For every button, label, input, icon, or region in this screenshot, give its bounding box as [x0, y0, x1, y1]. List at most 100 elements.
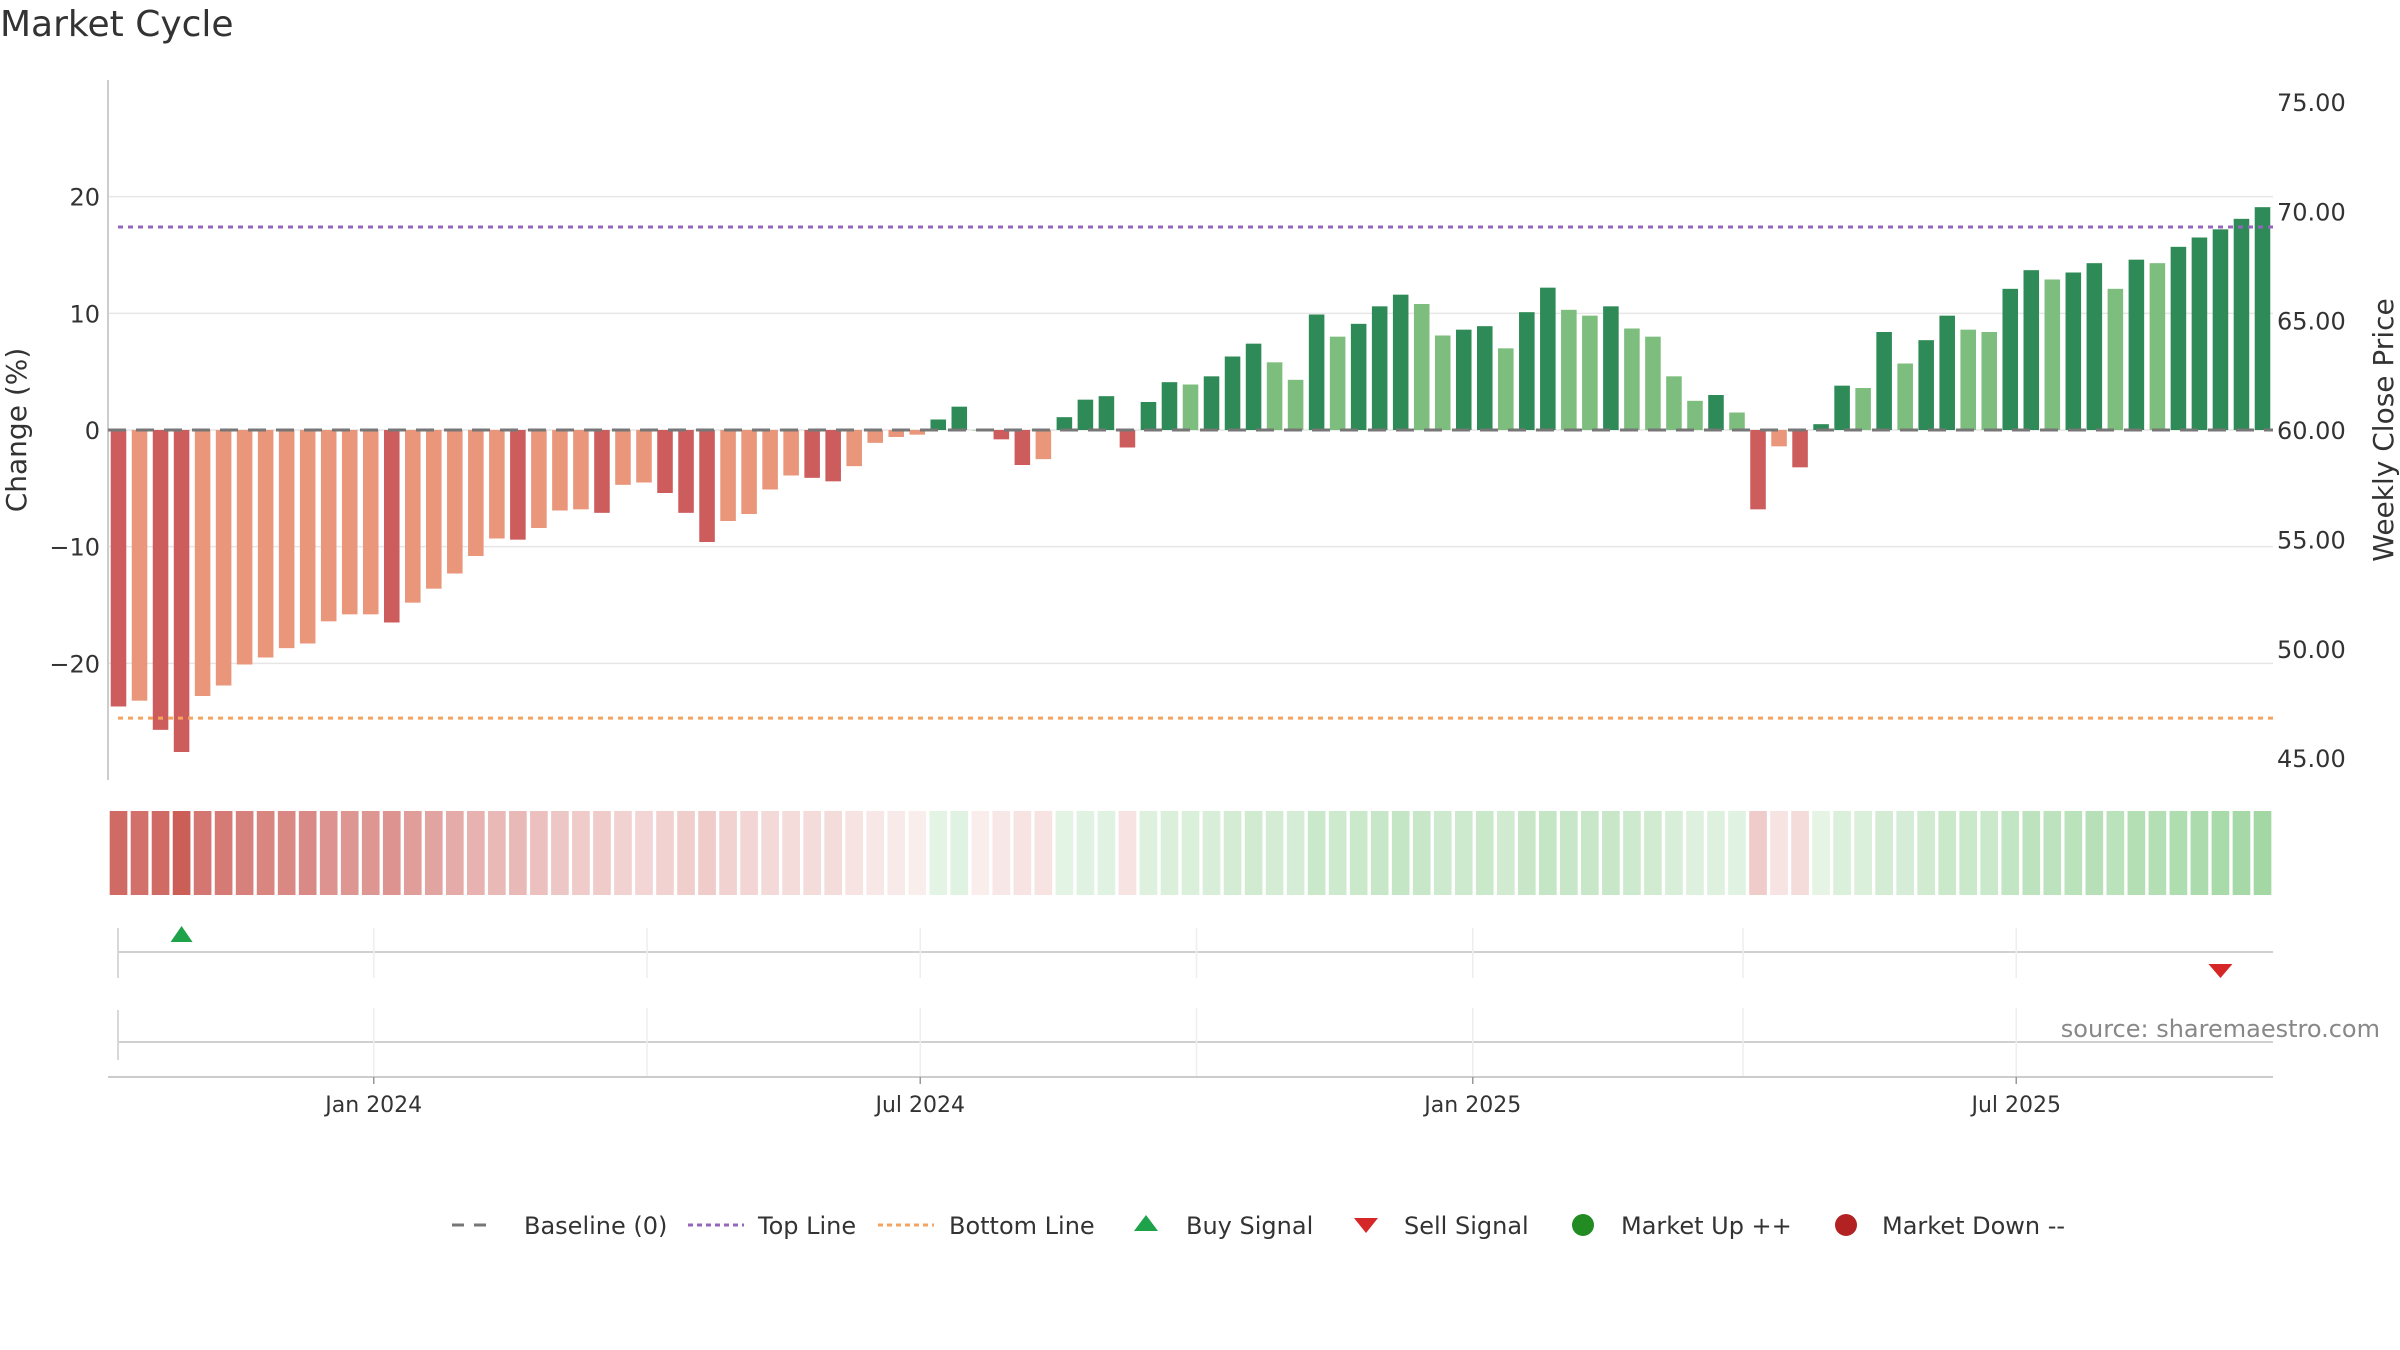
legend-market-down-swatch [1835, 1214, 1857, 1236]
heat-cell [1496, 811, 1515, 895]
legend-label: Buy Signal [1186, 1212, 1313, 1240]
heat-cell [1034, 811, 1053, 895]
buy-signal-marker [170, 926, 193, 942]
heat-cell [2085, 811, 2104, 895]
heat-cell [1202, 811, 1221, 895]
heat-cell [719, 811, 737, 895]
change-bar [2191, 237, 2208, 430]
legend-sell-swatch [1354, 1218, 1378, 1233]
legend-market-up-swatch [1572, 1214, 1594, 1236]
change-bar [2086, 263, 2103, 430]
change-bar [1918, 340, 1934, 430]
heat-cell [2190, 811, 2209, 895]
heat-cell [1980, 811, 1999, 895]
heat-cell [971, 811, 990, 895]
heat-cell [151, 811, 170, 895]
change-bar [1498, 348, 1514, 430]
heat-cell [1602, 811, 1620, 895]
heat-cell [761, 811, 779, 895]
heat-cell [1055, 811, 1074, 895]
heat-cell [2106, 811, 2125, 895]
heat-cell [698, 811, 716, 895]
change-bar [720, 430, 736, 521]
heat-cell [887, 811, 906, 895]
heat-cell [256, 811, 275, 895]
change-bar [1645, 336, 1661, 430]
change-bar [1939, 315, 1955, 430]
heat-cell [845, 811, 864, 895]
left-tick-label: −20 [49, 650, 100, 678]
x-tick-label: Jan 2024 [323, 1093, 422, 1118]
heat-cell [551, 811, 569, 895]
change-bar [1182, 384, 1199, 430]
x-tick-label: Jul 2025 [1969, 1093, 2061, 1118]
heat-cell [130, 811, 149, 895]
change-bar [2065, 272, 2082, 430]
heat-cell [488, 811, 506, 895]
heat-cell [2211, 811, 2230, 895]
change-bar [909, 430, 926, 435]
change-bar [846, 430, 862, 467]
heat-cell [445, 811, 464, 895]
left-tick-label: 20 [69, 184, 100, 212]
change-bar [678, 430, 694, 513]
change-bar [405, 430, 421, 603]
heat-cell [298, 811, 317, 895]
sell-signal-marker [2208, 964, 2233, 978]
heat-cell [193, 811, 212, 895]
change-bar [1371, 306, 1388, 430]
heat-cell [1707, 811, 1725, 895]
heat-cell [782, 811, 800, 895]
change-bar [236, 430, 253, 665]
legend-label: Baseline (0) [524, 1212, 667, 1240]
change-bar [2044, 279, 2061, 430]
change-bar [1582, 315, 1598, 430]
legend-buy-swatch [1134, 1215, 1158, 1231]
change-bar [552, 430, 568, 511]
change-bar [1813, 424, 1829, 430]
change-bar [1981, 332, 1998, 430]
right-tick-label: 70.00 [2277, 198, 2346, 226]
change-bar [1897, 363, 1913, 430]
change-bar [867, 430, 883, 443]
heat-cell [2064, 811, 2083, 895]
change-bar [951, 406, 968, 430]
change-bar [657, 430, 673, 493]
heat-cell [1307, 811, 1326, 895]
change-bar [1561, 309, 1577, 430]
heat-cell [319, 811, 338, 895]
heat-cell [1791, 811, 1809, 895]
change-bar [2023, 270, 2040, 430]
heat-cell [614, 811, 632, 895]
heat-cell [1812, 811, 1830, 895]
heat-cell [1265, 811, 1284, 895]
change-bar [594, 430, 610, 513]
heat-cell [1770, 811, 1788, 895]
x-tick-label: Jul 2024 [873, 1093, 965, 1118]
change-bar [1224, 356, 1241, 430]
change-bar [1855, 388, 1871, 430]
change-bar [2254, 207, 2271, 430]
change-bar [1413, 304, 1430, 430]
left-tick-label: 10 [69, 300, 100, 328]
right-tick-label: 65.00 [2277, 308, 2346, 336]
change-bar [699, 430, 715, 542]
heat-cell [866, 811, 885, 895]
change-bar [1077, 399, 1094, 430]
change-bar [1392, 294, 1409, 430]
heat-cell [1013, 811, 1032, 895]
heat-cell [382, 811, 401, 895]
change-bar [1434, 335, 1451, 430]
heat-cell [803, 811, 821, 895]
change-bar [2128, 259, 2145, 430]
change-bar [636, 430, 652, 483]
change-bar [1687, 400, 1703, 430]
change-bar [2233, 218, 2250, 430]
heat-cell [1517, 811, 1536, 895]
heat-cell [235, 811, 254, 895]
change-bar [741, 430, 757, 514]
heat-cell [1875, 811, 1893, 895]
heat-cell [1076, 811, 1095, 895]
change-bar [2002, 288, 2019, 430]
heat-cell [1097, 811, 1116, 895]
